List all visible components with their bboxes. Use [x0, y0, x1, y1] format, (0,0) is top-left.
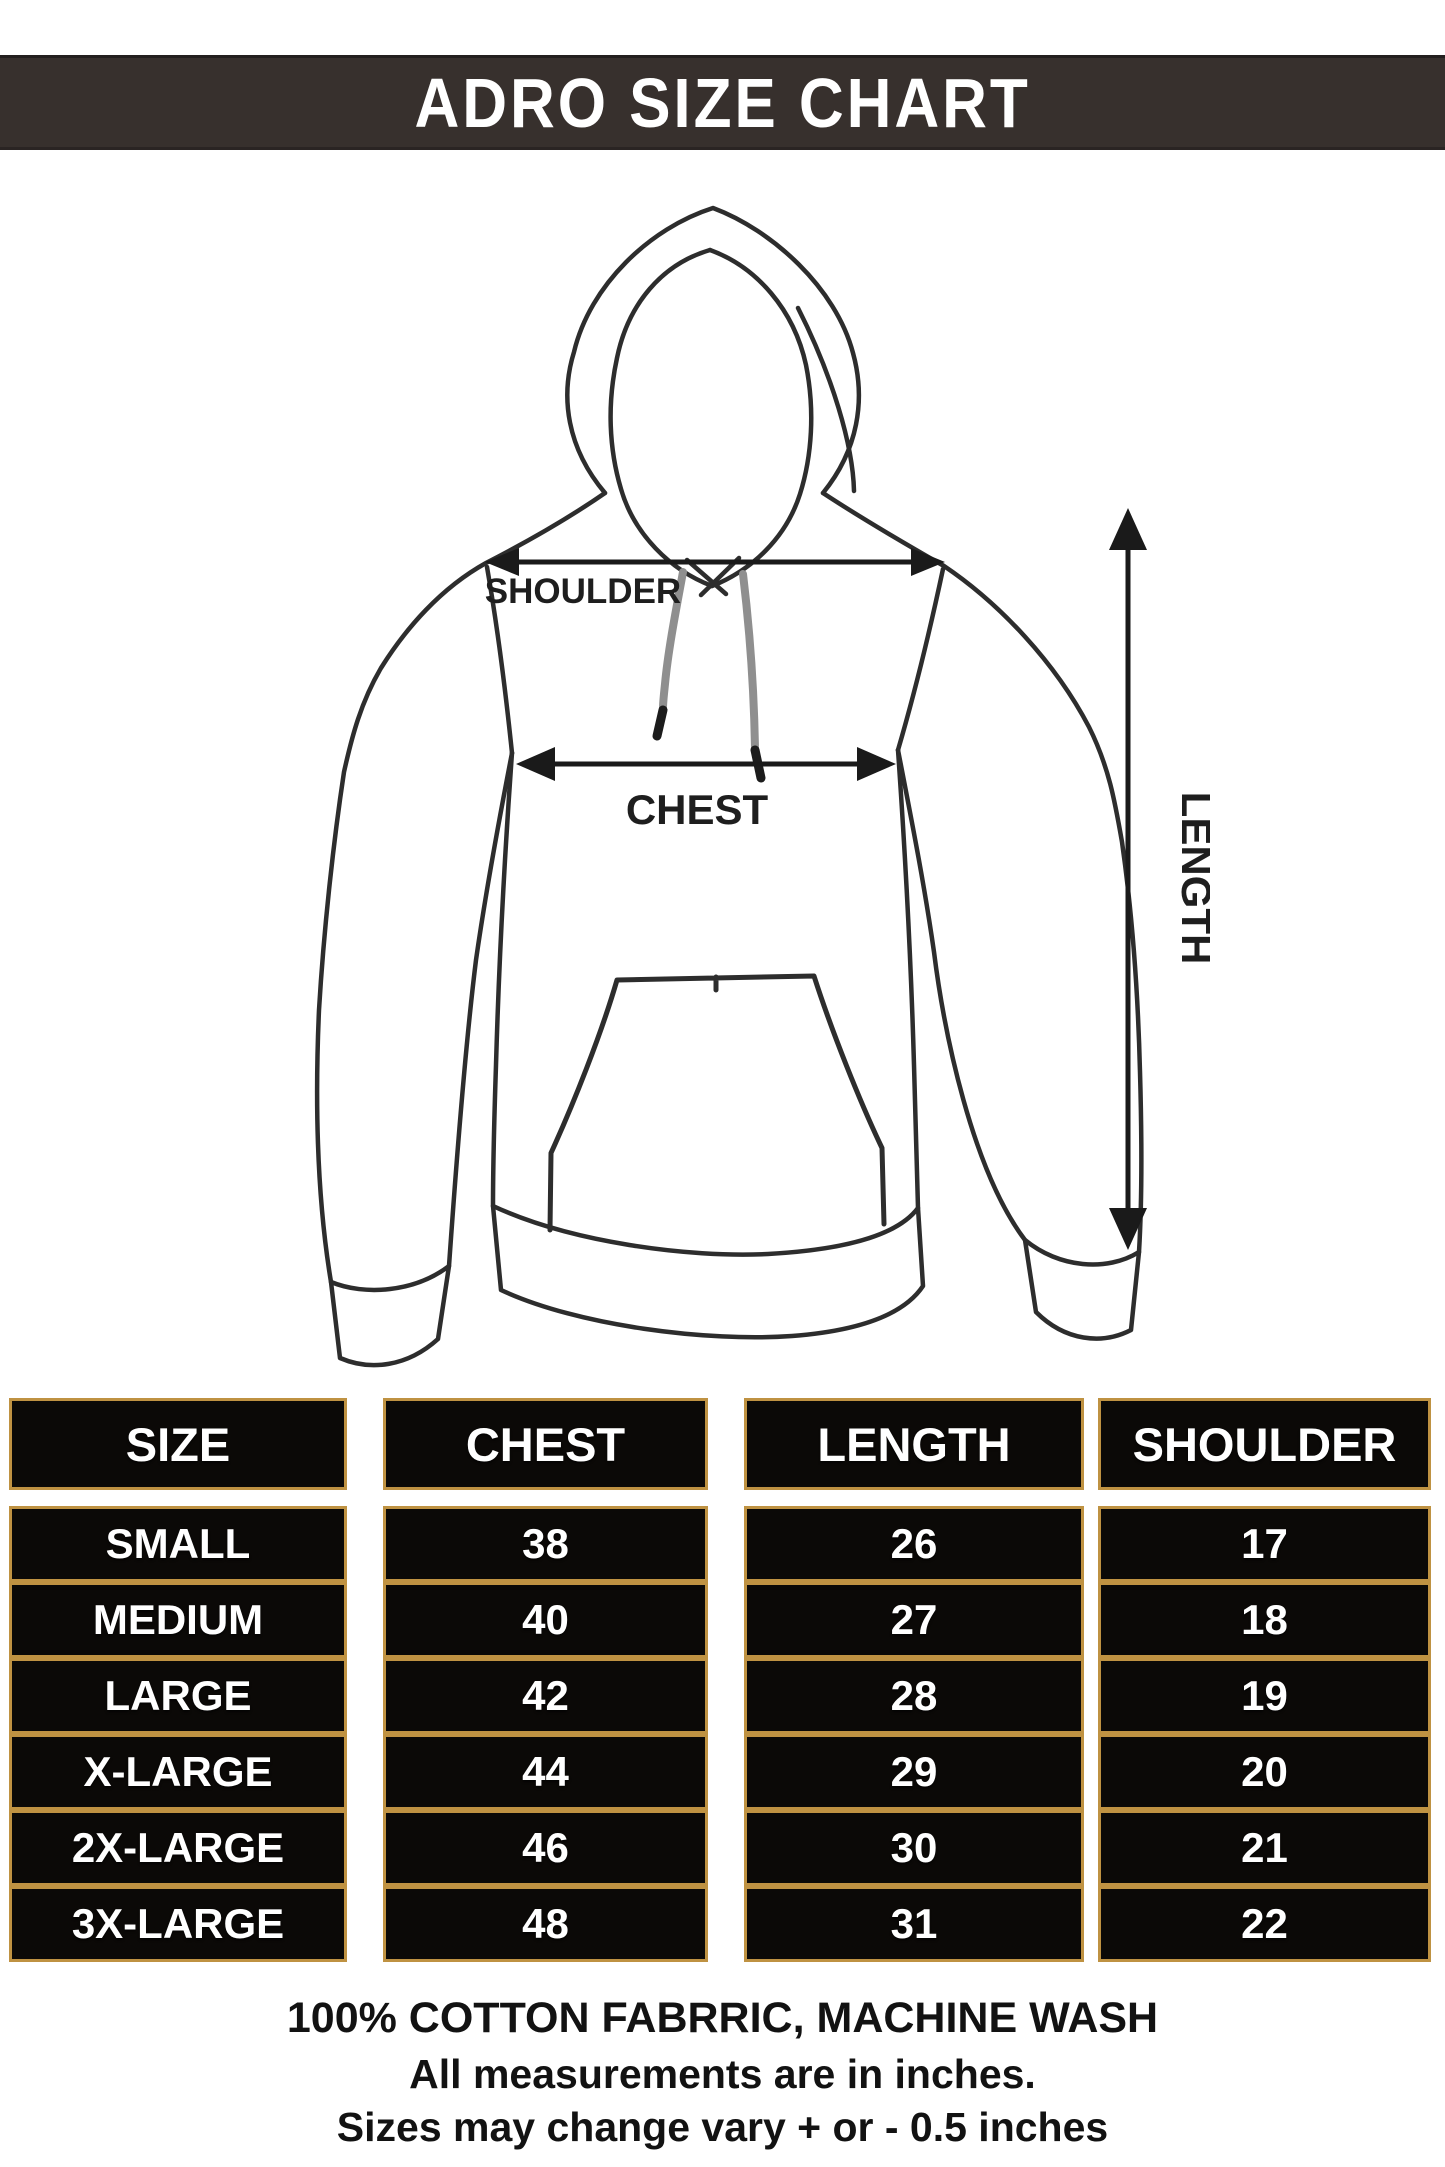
- shoulder-label: SHOULDER: [485, 572, 681, 611]
- table-row: 2X-LARGE 46 30 21: [0, 1810, 1445, 1886]
- left-cuff: [328, 1263, 452, 1368]
- hood-opening-right-line: [707, 247, 814, 589]
- right-raglan-seam: [895, 566, 946, 753]
- hood-outer-line: [565, 205, 862, 496]
- size-value: MEDIUM: [9, 1582, 347, 1658]
- size-value: 2X-LARGE: [9, 1810, 347, 1886]
- right-sleeve-inner-line: [895, 747, 1028, 1243]
- size-value: 3X-LARGE: [9, 1886, 347, 1962]
- units-note: All measurements are in inches.: [409, 2051, 1036, 2097]
- shoulder-value: 21: [1098, 1810, 1431, 1886]
- hoodie-measurement-diagram: SHOULDER CHEST LENGTH: [210, 190, 1210, 1370]
- title-bar: ADRO SIZE CHART: [0, 55, 1445, 150]
- length-value: 27: [744, 1582, 1084, 1658]
- chest-value: 40: [383, 1582, 708, 1658]
- length-label: LENGTH: [1173, 792, 1210, 965]
- measurement-arrows: [485, 508, 1147, 1250]
- right-body-line: [895, 747, 921, 1211]
- pocket-outline: [547, 973, 887, 1233]
- table-row: X-LARGE 44 29 20: [0, 1734, 1445, 1810]
- left-drawstring-tip: [652, 705, 668, 741]
- chest-label: CHEST: [626, 786, 769, 833]
- length-value: 26: [744, 1506, 1084, 1582]
- length-arrow-icon: [1109, 508, 1147, 1250]
- table-row: 3X-LARGE 48 31 22: [0, 1886, 1445, 1962]
- left-body-line: [490, 750, 515, 1209]
- hoodie-diagram-svg: SHOULDER CHEST LENGTH: [314, 205, 1210, 1368]
- hoodie-outline-drawing: [314, 205, 1144, 1368]
- size-value: SMALL: [9, 1506, 347, 1582]
- left-sleeve-inner-line: [446, 750, 515, 1269]
- right-cuff: [1022, 1237, 1142, 1341]
- hem-band: [490, 1203, 926, 1340]
- length-value: 29: [744, 1734, 1084, 1810]
- left-drawstring: [659, 568, 687, 712]
- tolerance-note: Sizes may change vary + or - 0.5 inches: [336, 2104, 1109, 2150]
- chest-value: 44: [383, 1734, 708, 1810]
- chest-value: 38: [383, 1506, 708, 1582]
- table-row: MEDIUM 40 27 18: [0, 1582, 1445, 1658]
- length-value: 31: [744, 1886, 1084, 1962]
- chest-value: 48: [383, 1886, 708, 1962]
- shoulder-value: 20: [1098, 1734, 1431, 1810]
- footer-notes: 100% COTTON FABRRIC, MACHINE WASH All me…: [0, 1994, 1445, 2151]
- right-drawstring: [739, 570, 759, 752]
- chest-arrow-icon: [516, 747, 896, 781]
- shoulder-value: 22: [1098, 1886, 1431, 1962]
- size-value: X-LARGE: [9, 1734, 347, 1810]
- shoulder-arrow-icon: [485, 548, 945, 576]
- length-value: 30: [744, 1810, 1084, 1886]
- chest-value: 46: [383, 1810, 708, 1886]
- size-value: LARGE: [9, 1658, 347, 1734]
- left-shoulder-sleeve-line: [314, 490, 608, 1285]
- table-row: SMALL 38 26 17: [0, 1506, 1445, 1582]
- shoulder-value: 17: [1098, 1506, 1431, 1582]
- left-raglan-seam: [484, 564, 515, 756]
- fabric-note: 100% COTTON FABRRIC, MACHINE WASH: [286, 1994, 1159, 2042]
- shoulder-value: 19: [1098, 1658, 1431, 1734]
- header-length: LENGTH: [744, 1398, 1084, 1490]
- page-title: ADRO SIZE CHART: [414, 63, 1031, 142]
- table-header-row: SIZE CHEST LENGTH SHOULDER: [0, 1398, 1445, 1490]
- length-value: 28: [744, 1658, 1084, 1734]
- hood-opening-left-line: [608, 247, 715, 589]
- chest-value: 42: [383, 1658, 708, 1734]
- size-table: SIZE CHEST LENGTH SHOULDER SMALL 38 26 1…: [0, 1398, 1445, 1962]
- right-shoulder-sleeve-line: [820, 490, 1144, 1255]
- hood-drape-line: [795, 305, 857, 494]
- header-chest: CHEST: [383, 1398, 708, 1490]
- table-row: LARGE 42 28 19: [0, 1658, 1445, 1734]
- header-shoulder: SHOULDER: [1098, 1398, 1431, 1490]
- shoulder-value: 18: [1098, 1582, 1431, 1658]
- header-size: SIZE: [9, 1398, 347, 1490]
